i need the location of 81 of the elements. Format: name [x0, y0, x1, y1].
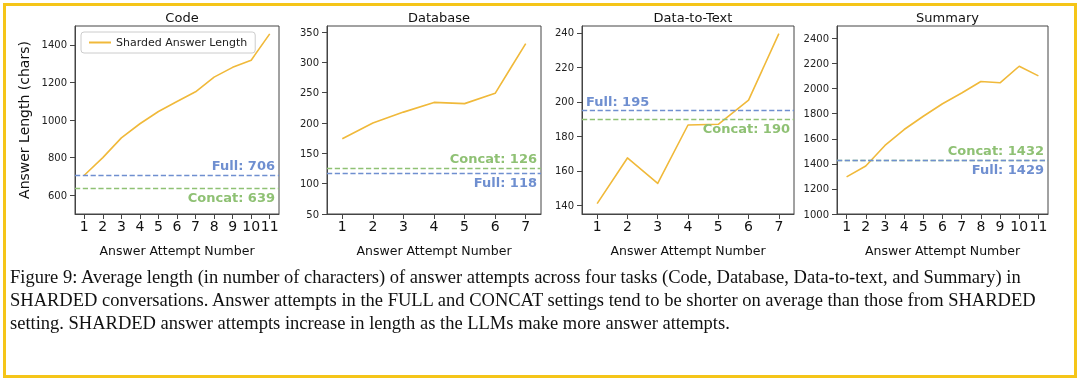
x-axis-title: Answer Attempt Number [99, 243, 256, 258]
x-tick-label: 6 [938, 218, 948, 234]
y-tick-label: 1200 [803, 183, 829, 195]
x-tick-label: 7 [957, 218, 967, 234]
y-tick-label: 50 [306, 208, 319, 220]
x-tick-label: 3 [653, 218, 663, 234]
x-tick-label: 1 [337, 218, 347, 234]
x-tick-label: 11 [260, 218, 279, 234]
x-tick-label: 9 [228, 218, 238, 234]
x-tick-label: 9 [995, 218, 1005, 234]
x-tick-label: 4 [429, 218, 439, 234]
x-tick-label: 1 [592, 218, 602, 234]
y-tick-label: 160 [554, 165, 574, 177]
y-tick-label: 800 [47, 152, 67, 164]
ref-line-label: Concat: 126 [449, 150, 537, 166]
y-tick-label: 1400 [41, 39, 67, 51]
x-tick-label: 2 [368, 218, 378, 234]
ref-line-label: Concat: 1432 [947, 142, 1044, 158]
y-tick-label: 2000 [803, 83, 829, 95]
x-axis-title: Answer Attempt Number [356, 243, 513, 258]
y-tick-label: 600 [47, 189, 67, 201]
y-tick-label: 200 [299, 117, 319, 129]
x-tick-label: 10 [1010, 218, 1029, 234]
x-tick-label: 5 [153, 218, 163, 234]
legend-label: Sharded Answer Length [116, 36, 248, 49]
y-tick-label: 300 [299, 56, 319, 68]
y-tick-label: 1200 [41, 76, 67, 88]
x-axis-title: Answer Attempt Number [864, 243, 1021, 258]
chart-title: Summary [916, 10, 980, 25]
x-tick-label: 5 [460, 218, 470, 234]
y-tick-label: 1600 [803, 133, 829, 145]
x-tick-label: 6 [744, 218, 754, 234]
x-tick-label: 2 [622, 218, 632, 234]
ref-line-label: Full: 118 [473, 174, 537, 190]
y-tick-label: 2200 [803, 58, 829, 70]
ref-line-label: Full: 706 [211, 158, 275, 174]
y-tick-label: 180 [554, 130, 574, 142]
y-tick-label: 1400 [803, 158, 829, 170]
y-tick-label: 100 [299, 178, 319, 190]
y-tick-label: 200 [554, 96, 574, 108]
x-tick-label: 5 [918, 218, 928, 234]
y-axis-title: Answer Length (chars) [15, 41, 32, 199]
ref-line-label: Full: 1429 [971, 162, 1044, 178]
x-tick-label: 3 [398, 218, 408, 234]
x-tick-label: 11 [1029, 218, 1048, 234]
y-tick-label: 140 [554, 199, 574, 211]
x-tick-label: 7 [521, 218, 531, 234]
x-tick-label: 4 [683, 218, 693, 234]
chart-title: Code [165, 10, 199, 25]
x-tick-label: 6 [172, 218, 182, 234]
chart-title: Data-to-Text [653, 10, 733, 25]
x-tick-label: 1 [79, 218, 89, 234]
y-tick-label: 350 [299, 26, 319, 38]
x-tick-label: 5 [713, 218, 723, 234]
y-tick-label: 150 [299, 147, 319, 159]
chart-title: Database [407, 10, 471, 25]
ref-line-label: Concat: 639 [187, 189, 275, 205]
x-tick-label: 4 [135, 218, 145, 234]
caption: Figure 9: Average length (in number of characters) of answer attempts across four tasks (Code, Database, Data-to-text, and Summary) in SHARDED conversations. Answer attempts in the FULL and CONCAT settings tend to be shorter on average than those from SHARDED setting. SHARDED answer attempts increase in length as the LLMs make more answer attempts. [10, 266, 1037, 335]
y-tick-label: 1000 [41, 114, 67, 126]
x-tick-label: 8 [976, 218, 986, 234]
x-tick-label: 6 [490, 218, 500, 234]
ref-line-label: Concat: 190 [702, 121, 790, 137]
x-tick-label: 1 [842, 218, 852, 234]
y-tick-label: 240 [554, 27, 574, 39]
x-axis-title: Answer Attempt Number [610, 243, 767, 258]
x-tick-label: 7 [774, 218, 784, 234]
x-tick-label: 3 [880, 218, 890, 234]
x-tick-label: 8 [209, 218, 219, 234]
y-tick-label: 1800 [803, 108, 829, 120]
x-tick-label: 3 [116, 218, 126, 234]
x-tick-label: 2 [861, 218, 871, 234]
y-tick-label: 220 [554, 61, 574, 73]
y-tick-label: 2400 [803, 33, 829, 45]
ref-line-label: Full: 195 [586, 93, 650, 109]
x-tick-label: 2 [98, 218, 108, 234]
y-tick-label: 250 [299, 87, 319, 99]
x-tick-label: 7 [191, 218, 201, 234]
x-tick-label: 4 [899, 218, 909, 234]
x-tick-label: 10 [242, 218, 261, 234]
y-tick-label: 1000 [803, 208, 829, 220]
